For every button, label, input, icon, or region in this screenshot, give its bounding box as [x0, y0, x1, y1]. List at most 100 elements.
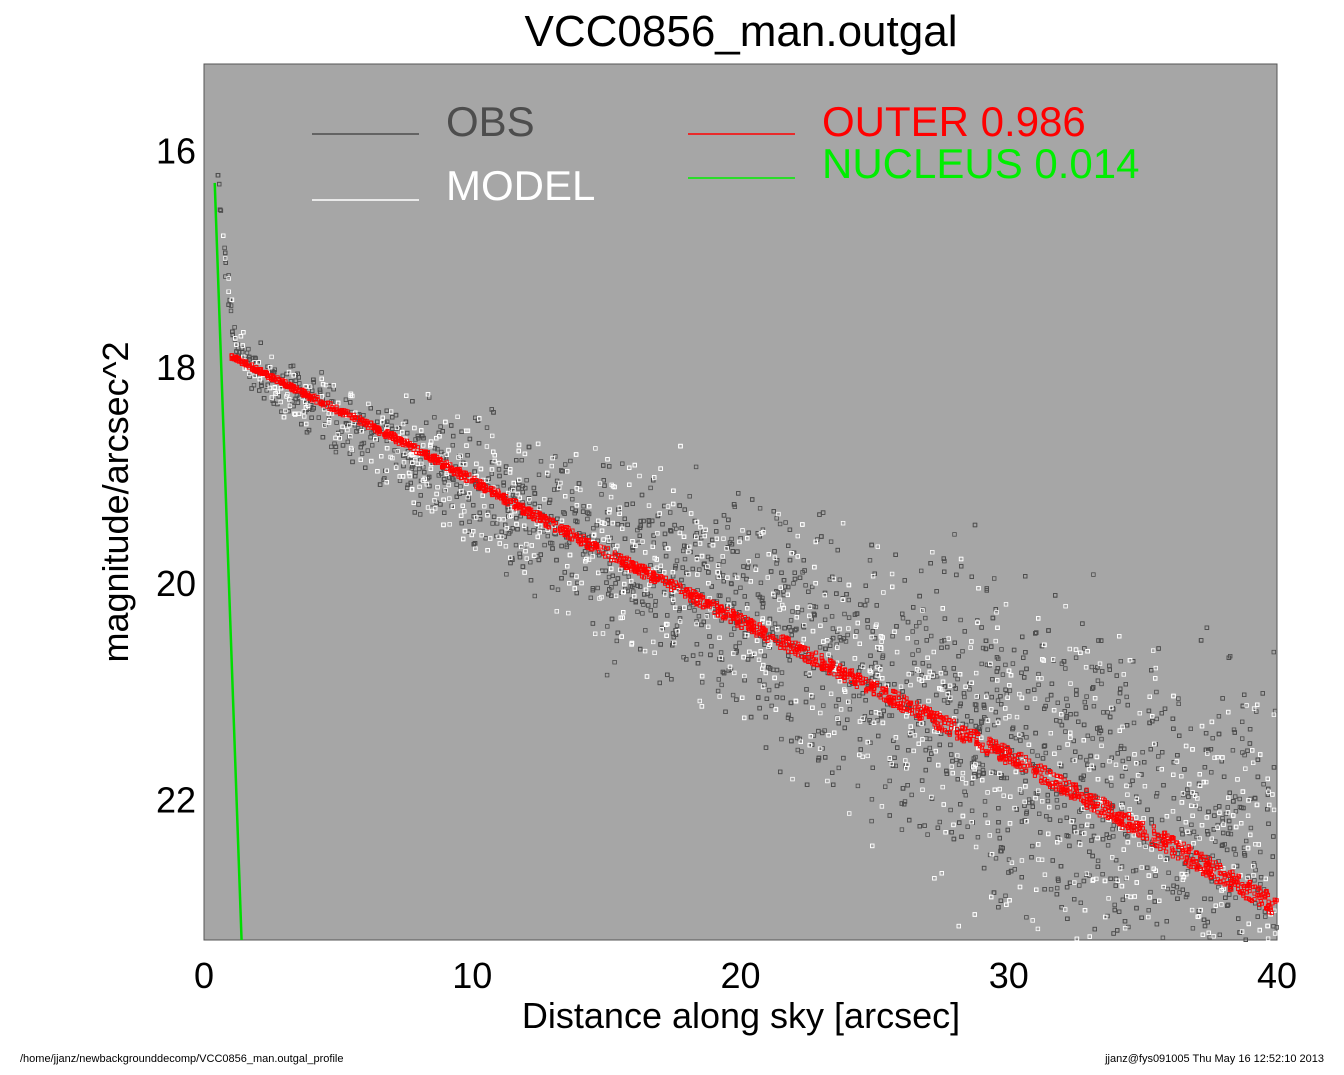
obs-point	[1153, 873, 1158, 878]
obs-point	[614, 638, 619, 644]
obs-point	[651, 540, 656, 545]
obs-point	[641, 602, 646, 607]
obs-point	[1241, 845, 1247, 850]
obs-point	[791, 581, 796, 586]
obs-point	[1095, 858, 1101, 863]
obs-point	[279, 409, 284, 414]
obs-point	[960, 649, 965, 654]
obs-point	[1215, 822, 1220, 828]
obs-point	[969, 781, 975, 786]
obs-point	[1154, 794, 1159, 799]
obs-point	[393, 462, 399, 468]
obs-point	[1263, 914, 1268, 919]
obs-point	[1253, 796, 1258, 801]
obs-point	[519, 457, 524, 463]
obs-point	[708, 557, 714, 562]
obs-point	[972, 702, 978, 707]
obs-point	[976, 773, 981, 779]
obs-point	[1100, 872, 1105, 877]
obs-point	[1036, 682, 1041, 687]
obs-point	[546, 473, 551, 478]
obs-point	[993, 856, 999, 861]
obs-point	[643, 628, 648, 633]
obs-point	[1252, 863, 1257, 868]
obs-point	[925, 832, 930, 837]
obs-point	[1233, 794, 1238, 799]
obs-point	[1146, 908, 1151, 913]
obs-point	[1077, 883, 1082, 888]
obs-point	[568, 458, 573, 464]
obs-point	[432, 415, 437, 420]
obs-point	[347, 434, 352, 440]
obs-point	[917, 620, 922, 625]
obs-point	[1116, 699, 1121, 704]
obs-point	[690, 566, 695, 572]
obs-point	[779, 736, 784, 742]
obs-point	[1216, 714, 1222, 719]
obs-point	[942, 638, 947, 643]
obs-point	[772, 621, 778, 626]
obs-point	[770, 626, 775, 631]
obs-point	[693, 464, 699, 470]
obs-point	[1210, 853, 1215, 858]
obs-point	[953, 709, 959, 714]
obs-point	[333, 449, 339, 455]
obs-point	[1197, 806, 1202, 812]
obs-point	[919, 568, 924, 574]
obs-point	[1271, 649, 1276, 655]
obs-point	[1140, 750, 1145, 755]
obs-point	[737, 640, 742, 646]
obs-point	[585, 516, 590, 522]
obs-point	[438, 424, 443, 429]
obs-point	[1177, 890, 1182, 895]
obs-point	[329, 444, 334, 449]
obs-point	[923, 626, 929, 631]
obs-point	[1035, 753, 1040, 758]
obs-point	[715, 688, 721, 694]
obs-point	[599, 492, 604, 497]
obs-point	[1230, 748, 1236, 753]
obs-point	[952, 532, 957, 537]
obs-point	[887, 778, 892, 784]
obs-point	[854, 629, 859, 634]
obs-point	[1007, 688, 1013, 693]
obs-point	[869, 818, 874, 824]
obs-point	[326, 415, 332, 420]
obs-point	[719, 682, 724, 688]
obs-point	[1187, 830, 1192, 836]
obs-point	[704, 565, 709, 570]
obs-point	[1133, 868, 1139, 873]
obs-point	[417, 512, 423, 517]
plot-area	[203, 63, 1278, 941]
obs-point	[572, 510, 577, 516]
obs-point	[343, 397, 349, 402]
obs-point	[1231, 727, 1237, 732]
obs-point	[830, 626, 836, 631]
obs-point	[1164, 919, 1169, 924]
obs-point	[698, 651, 704, 657]
obs-point	[971, 756, 977, 761]
obs-point	[653, 599, 658, 604]
obs-point	[786, 712, 791, 718]
obs-point	[1240, 719, 1245, 724]
obs-point	[1109, 783, 1114, 788]
obs-point	[914, 640, 919, 645]
obs-point	[404, 485, 410, 490]
obs-point	[1099, 681, 1104, 687]
obs-point	[1105, 710, 1110, 715]
obs-point	[692, 608, 697, 613]
obs-point	[1131, 720, 1137, 726]
obs-point	[810, 584, 815, 590]
obs-point	[779, 670, 785, 675]
obs-point	[605, 624, 610, 629]
obs-point	[910, 629, 915, 634]
obs-point	[590, 621, 596, 626]
obs-point	[1123, 682, 1128, 687]
obs-point	[222, 245, 227, 251]
obs-point	[1057, 745, 1062, 750]
obs-point	[227, 297, 232, 303]
obs-point	[251, 382, 257, 388]
obs-point	[588, 595, 593, 600]
obs-point	[1010, 661, 1016, 666]
